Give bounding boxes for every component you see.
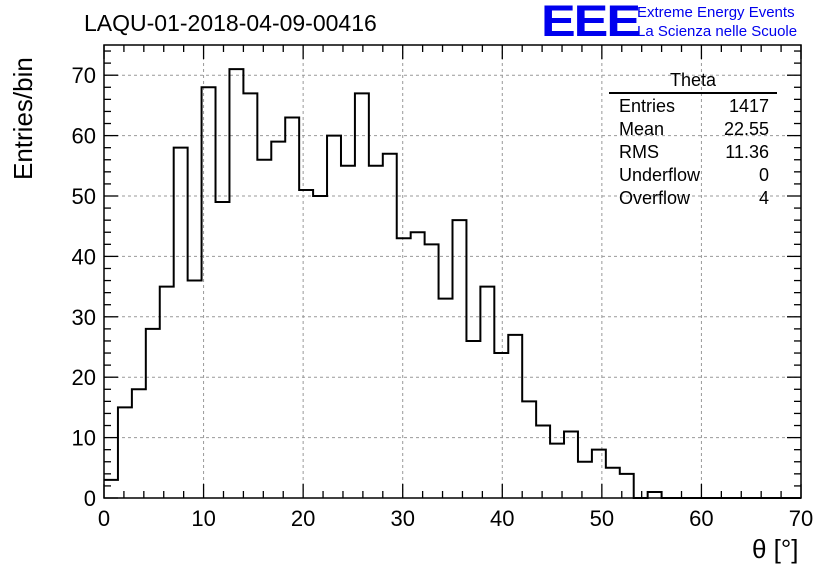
x-axis-label: θ [°] xyxy=(752,534,799,564)
x-tick-label: 30 xyxy=(390,506,414,531)
histogram-bin xyxy=(313,196,327,498)
y-axis-label: Entries/bin xyxy=(8,57,38,180)
y-tick-label: 0 xyxy=(84,486,96,511)
histogram-bin xyxy=(285,117,299,498)
y-tick-label: 30 xyxy=(72,305,96,330)
histogram-bin xyxy=(536,426,550,498)
stats-row-mean: Mean 22.55 xyxy=(609,118,777,141)
axis-ticks xyxy=(103,45,802,499)
histogram-bin xyxy=(216,202,230,498)
stats-label: RMS xyxy=(619,142,659,162)
stats-value: 1417 xyxy=(728,96,769,116)
stats-row-entries: Entries 1417 xyxy=(609,95,777,118)
x-tick-label: 10 xyxy=(191,506,215,531)
histogram-line xyxy=(104,68,801,499)
plot-frame xyxy=(103,44,802,499)
logo-tagline-1: Extreme Energy Events xyxy=(637,4,795,21)
histogram-bin xyxy=(397,238,411,498)
histogram-bin xyxy=(174,148,188,498)
histogram-bin xyxy=(146,329,160,498)
chart-title: LAQU-01-2018-04-09-00416 xyxy=(84,10,377,36)
stats-value: 4 xyxy=(758,188,769,208)
stats-label: Mean xyxy=(619,119,665,139)
histogram-series xyxy=(104,68,801,499)
stats-label: Overflow xyxy=(619,188,691,208)
stats-label: Entries xyxy=(619,96,676,116)
histogram-bin xyxy=(480,287,494,498)
histogram-bin xyxy=(229,69,243,498)
x-tick-label: 60 xyxy=(689,506,713,531)
stats-label: Underflow xyxy=(619,165,701,185)
histogram-bin xyxy=(299,190,313,498)
x-tick-label: 50 xyxy=(590,506,614,531)
histogram-bin xyxy=(383,154,397,498)
histogram-bin xyxy=(466,341,480,498)
x-tick-label: 40 xyxy=(490,506,514,531)
y-tick-label: 50 xyxy=(72,184,96,209)
histogram-bin xyxy=(341,166,355,498)
histogram-bin xyxy=(564,432,578,498)
histogram-bin xyxy=(104,480,118,498)
histogram-bin xyxy=(606,468,620,498)
eee-logo: EEE xyxy=(541,0,641,47)
y-tick-label: 60 xyxy=(72,124,96,149)
histogram-bin xyxy=(411,232,425,498)
stats-box: Theta Entries 1417 Mean 22.55 RMS 11.36 … xyxy=(609,70,777,210)
histogram-bin xyxy=(369,166,383,498)
stats-value: 11.36 xyxy=(725,142,769,162)
y-tick-label: 10 xyxy=(72,426,96,451)
histogram-bin xyxy=(578,462,592,498)
stats-title: Theta xyxy=(609,70,777,94)
histogram-bin xyxy=(271,142,285,498)
y-tick-label: 70 xyxy=(72,63,96,88)
histogram-bin xyxy=(508,335,522,498)
histogram-bin xyxy=(160,287,174,498)
histogram-bin xyxy=(439,299,453,498)
histogram-bin xyxy=(522,401,536,498)
histogram-bin xyxy=(188,281,202,498)
stats-row-underflow: Underflow 0 xyxy=(609,164,777,187)
y-tick-label: 20 xyxy=(72,365,96,390)
histogram-bin xyxy=(132,389,146,498)
histogram-bin xyxy=(494,353,508,498)
stats-value: 22.55 xyxy=(723,119,769,139)
histogram-bin xyxy=(453,220,467,498)
stats-row-overflow: Overflow 4 xyxy=(609,187,777,210)
logo-tagline-2: La Scienza nelle Scuole xyxy=(637,23,798,40)
histogram-bin xyxy=(118,407,132,498)
x-tick-label: 70 xyxy=(789,506,813,531)
histogram-bin xyxy=(257,160,271,498)
histogram-bin xyxy=(592,450,606,498)
stats-value: 0 xyxy=(758,165,769,185)
x-tick-label: 0 xyxy=(98,506,110,531)
x-tick-label: 20 xyxy=(291,506,315,531)
stats-row-rms: RMS 11.36 xyxy=(609,141,777,164)
y-tick-label: 40 xyxy=(72,244,96,269)
histogram-bin xyxy=(425,244,439,498)
histogram-bin xyxy=(550,444,564,498)
